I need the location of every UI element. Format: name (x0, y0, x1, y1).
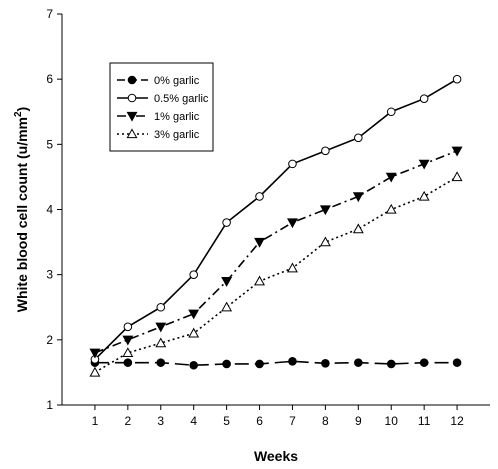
series-line (94, 360, 458, 367)
y-axis-title-sup: 2 (13, 111, 24, 117)
data-point (254, 237, 265, 248)
legend-label: 3% garlic (154, 129, 200, 141)
data-point (123, 358, 133, 367)
legend-box (109, 62, 214, 152)
legend-item: 1% garlic (117, 111, 200, 123)
y-tick-label: 4 (46, 203, 53, 217)
x-tick-label: 12 (450, 414, 464, 428)
y-tick-label: 1 (46, 398, 53, 412)
data-point (321, 358, 330, 368)
y-axis-title-close: ) (14, 107, 30, 112)
data-point (451, 171, 463, 182)
data-point (354, 133, 363, 143)
legend-label: 1% garlic (154, 111, 200, 123)
data-point (255, 192, 264, 201)
data-point (386, 359, 396, 369)
y-axis-title-main: White blood cell count (u/mm (14, 117, 30, 312)
data-point (385, 172, 397, 183)
data-point (418, 159, 430, 170)
data-point (321, 146, 330, 156)
series-2 (89, 146, 463, 359)
data-point (189, 360, 198, 370)
data-point (122, 347, 134, 358)
legend-marker (127, 93, 137, 103)
data-point (89, 348, 101, 359)
legend: 0% garlic 0.5% garlic 1% garlic 3% garlic (109, 62, 214, 152)
legend-marker (127, 75, 137, 85)
y-ticks: 1 2 3 4 5 6 7 (46, 7, 62, 412)
data-point (418, 190, 430, 201)
data-point (89, 366, 101, 377)
x-tick-label: 8 (322, 414, 329, 428)
data-point (288, 357, 297, 366)
data-point (288, 159, 297, 169)
series-line (94, 78, 458, 360)
data-point (352, 223, 364, 234)
data-point (221, 277, 233, 287)
data-point (319, 236, 331, 247)
data-point (155, 322, 167, 333)
y-axis-title: White blood cell count (u/mm2) (13, 107, 30, 312)
data-point (189, 270, 198, 279)
data-point (254, 275, 265, 286)
series-0 (90, 357, 462, 370)
data-point (352, 192, 364, 203)
data-point (385, 203, 397, 214)
data-point (222, 218, 231, 227)
x-tick-label: 3 (157, 414, 164, 428)
legend-item: 0% garlic (117, 75, 200, 87)
y-tick-label: 6 (46, 72, 53, 86)
series-layer (89, 74, 463, 377)
legend-label: 0% garlic (154, 75, 200, 87)
data-point (386, 107, 396, 117)
data-point (287, 262, 298, 273)
legend-item: 0.5% garlic (117, 93, 209, 105)
data-point (452, 74, 462, 84)
series-line (94, 150, 458, 354)
data-point (419, 94, 429, 104)
y-tick-label: 5 (46, 137, 53, 151)
y-tick-label: 7 (46, 7, 53, 21)
data-point (287, 218, 298, 229)
data-point (188, 309, 200, 320)
x-tick-label: 11 (418, 414, 431, 428)
data-point (156, 358, 166, 367)
x-tick-label: 7 (289, 414, 296, 428)
data-point (319, 205, 331, 216)
x-tick-label: 2 (125, 414, 132, 428)
data-point (255, 359, 264, 369)
data-point (221, 301, 233, 312)
series-1 (90, 74, 462, 364)
data-point (222, 359, 231, 369)
legend-label: 0.5% garlic (154, 93, 209, 105)
x-tick-label: 9 (355, 414, 362, 428)
legend-marker (126, 128, 138, 139)
x-tick-label: 5 (223, 414, 230, 428)
data-point (122, 335, 134, 346)
y-tick-label: 2 (46, 333, 53, 347)
data-point (188, 327, 200, 338)
data-point (419, 358, 429, 367)
series-line (94, 176, 458, 374)
data-point (452, 358, 462, 367)
data-point (156, 302, 166, 312)
data-point (123, 322, 133, 332)
legend-marker (126, 111, 138, 122)
x-ticks: 1 2 3 4 5 6 7 8 9 10 11 12 (92, 405, 464, 428)
x-axis-title: Weeks (254, 448, 298, 464)
legend-item: 3% garlic (117, 128, 200, 141)
data-point (354, 358, 363, 367)
x-tick-label: 1 (92, 414, 99, 428)
series-3 (89, 171, 463, 377)
x-tick-label: 4 (190, 414, 197, 428)
data-point (451, 146, 463, 157)
x-tick-label: 10 (385, 414, 399, 428)
y-tick-label: 3 (46, 268, 53, 282)
data-point (155, 337, 167, 348)
x-tick-label: 6 (256, 414, 263, 428)
